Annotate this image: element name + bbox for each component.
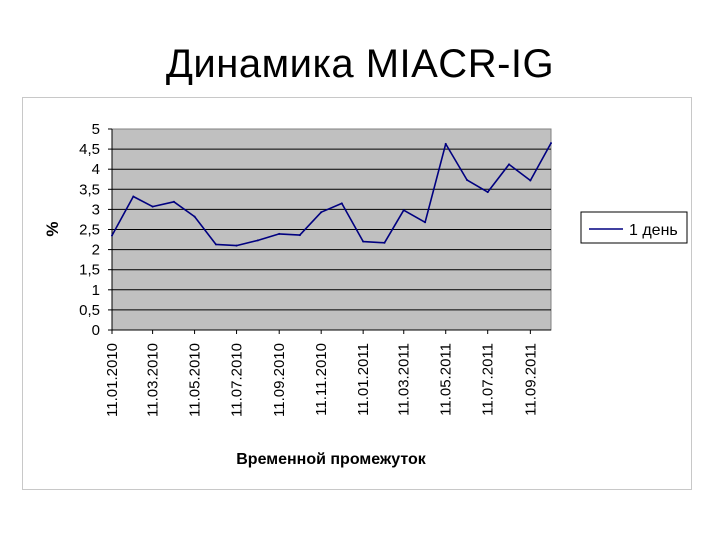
y-tick-label: 5 [92, 121, 100, 138]
data-point [193, 215, 196, 218]
data-point [235, 244, 238, 247]
x-tick-label: 11.05.2010 [187, 343, 204, 417]
gridlines [112, 148, 551, 311]
data-point [486, 191, 489, 194]
x-tick-label: 11.01.2011 [355, 343, 372, 416]
data-point [508, 163, 511, 166]
y-tick-label: 0,5 [79, 302, 100, 319]
legend: 1 день [580, 211, 688, 244]
data-point [111, 234, 113, 237]
x-tick-label: 11.05.2011 [438, 343, 455, 416]
x-axis-ticks: 11.01.2010 11.03.2010 11.05.2010 11.07.2010… [104, 330, 539, 417]
x-tick-label: 11.07.2010 [229, 343, 246, 417]
y-tick-label: 1,5 [79, 262, 100, 279]
data-point [214, 243, 217, 246]
data-point [256, 239, 259, 242]
data-point [151, 205, 154, 208]
y-tick-label: 1 [92, 282, 100, 299]
data-point [340, 202, 343, 205]
data-point [529, 179, 532, 182]
data-point [320, 211, 323, 214]
series-line-1-day [111, 142, 552, 247]
y-tick-label: 2 [92, 242, 100, 259]
data-point [278, 232, 281, 235]
data-point [402, 209, 405, 212]
x-tick-label: 11.09.2011 [522, 343, 539, 416]
data-point [298, 234, 301, 237]
data-point [132, 195, 135, 198]
data-point [550, 142, 552, 145]
x-tick-label: 11.03.2010 [145, 343, 162, 417]
data-point [172, 200, 175, 203]
y-tick-label: 3 [92, 201, 100, 218]
legend-label: 1 день [629, 222, 678, 239]
data-point [444, 142, 447, 145]
y-axis-ticks: 0 0,5 1 1,5 2 2,5 3 3,5 4 4,5 5 [79, 121, 551, 339]
x-tick-label: 11.03.2011 [396, 343, 413, 416]
x-tick-label: 11.07.2011 [480, 343, 497, 416]
chart-area: 0 0,5 1 1,5 2 2,5 3 3,5 4 4,5 5 11.01.2010 11.03.20… [22, 97, 692, 490]
y-tick-label: 4 [92, 161, 100, 178]
slide-title: Динамика MIACR-IG [165, 42, 555, 86]
series-layer [111, 142, 552, 247]
line-chart: 0 0,5 1 1,5 2 2,5 3 3,5 4 4,5 5 11.01.2010 11.03.20… [43, 121, 688, 468]
y-tick-label: 3,5 [79, 181, 100, 198]
data-point [424, 221, 427, 224]
y-axis-label: % [43, 221, 62, 236]
data-point [383, 241, 386, 244]
y-tick-label: 0 [92, 322, 100, 339]
x-tick-label: 11.01.2010 [104, 343, 121, 417]
x-tick-label: 11.11.2010 [313, 343, 330, 416]
legend-box [580, 211, 688, 244]
x-axis-label: Временной промежуток [236, 451, 426, 468]
x-tick-label: 11.09.2010 [271, 343, 288, 417]
y-tick-label: 2,5 [79, 222, 100, 239]
data-point [362, 240, 365, 243]
data-point [466, 179, 469, 182]
y-tick-label: 4,5 [79, 141, 100, 158]
